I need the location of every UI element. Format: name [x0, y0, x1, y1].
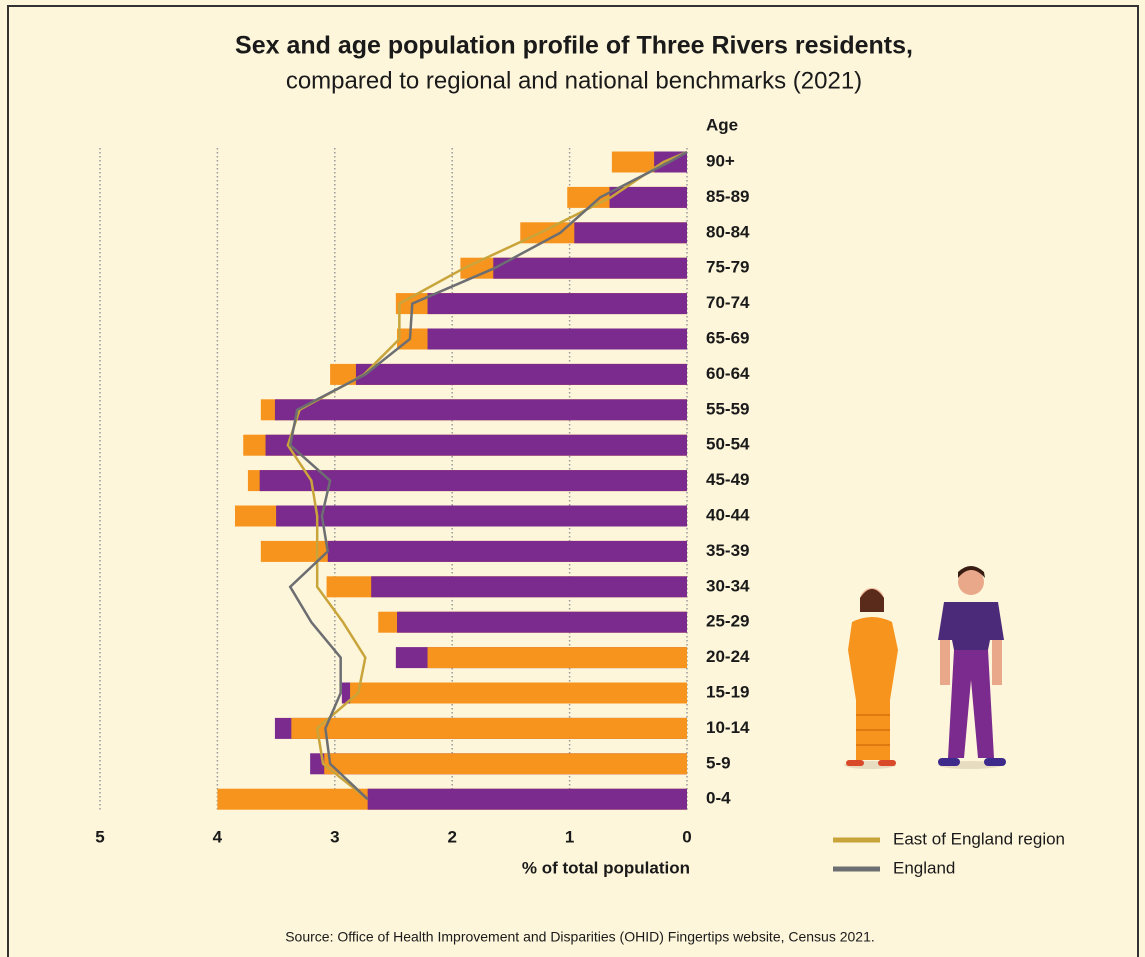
y-tick-label: 30-34 — [706, 576, 750, 595]
y-tick-label: 15-19 — [706, 682, 749, 701]
y-tick-label: 70-74 — [706, 293, 750, 312]
y-tick-label: 50-54 — [706, 435, 750, 454]
y-tick-label: 60-64 — [706, 364, 750, 383]
y-tick-label: 40-44 — [706, 505, 750, 524]
y-tick-label: 65-69 — [706, 328, 749, 347]
bar — [368, 789, 687, 810]
bar — [428, 329, 687, 350]
y-tick-label: 90+ — [706, 151, 735, 170]
chart: Sex and age population profile of Three … — [0, 0, 1145, 957]
bar — [328, 541, 687, 562]
y-tick-label: 5-9 — [706, 753, 731, 772]
bar — [397, 612, 687, 633]
y-tick-label: 85-89 — [706, 187, 749, 206]
bar — [371, 576, 687, 597]
y-tick-label: 35-39 — [706, 541, 749, 560]
y-tick-label: 0-4 — [706, 789, 731, 808]
x-tick-label: 1 — [565, 827, 574, 846]
bar — [574, 222, 687, 243]
x-tick-label: 4 — [213, 827, 223, 846]
chart-title: Sex and age population profile of Three … — [235, 32, 913, 60]
category-axis-title: Age — [706, 115, 738, 134]
legend-label: East of England region — [893, 829, 1065, 848]
y-tick-label: 75-79 — [706, 258, 749, 277]
x-tick-label: 5 — [95, 827, 104, 846]
bar — [428, 647, 687, 668]
y-tick-label: 80-84 — [706, 222, 750, 241]
y-tick-label: 45-49 — [706, 470, 749, 489]
bar — [493, 258, 687, 279]
bar — [275, 399, 687, 420]
x-tick-label: 3 — [330, 827, 339, 846]
source-note: Source: Office of Health Improvement and… — [285, 929, 875, 945]
y-tick-label: 25-29 — [706, 612, 749, 631]
y-tick-label: 55-59 — [706, 399, 749, 418]
bar — [324, 753, 687, 774]
y-tick-label: 20-24 — [706, 647, 750, 666]
chart-subtitle: compared to regional and national benchm… — [286, 67, 862, 94]
bar — [356, 364, 687, 385]
legend-label: England — [893, 858, 955, 877]
bar — [266, 435, 687, 456]
x-tick-label: 0 — [682, 827, 691, 846]
y-tick-label: 10-14 — [706, 718, 750, 737]
bar — [350, 683, 687, 704]
x-axis-title: % of total population — [522, 858, 690, 877]
bar — [291, 718, 687, 739]
x-tick-label: 2 — [447, 827, 456, 846]
bar — [428, 293, 687, 314]
bar — [276, 506, 687, 527]
bar — [260, 470, 687, 491]
